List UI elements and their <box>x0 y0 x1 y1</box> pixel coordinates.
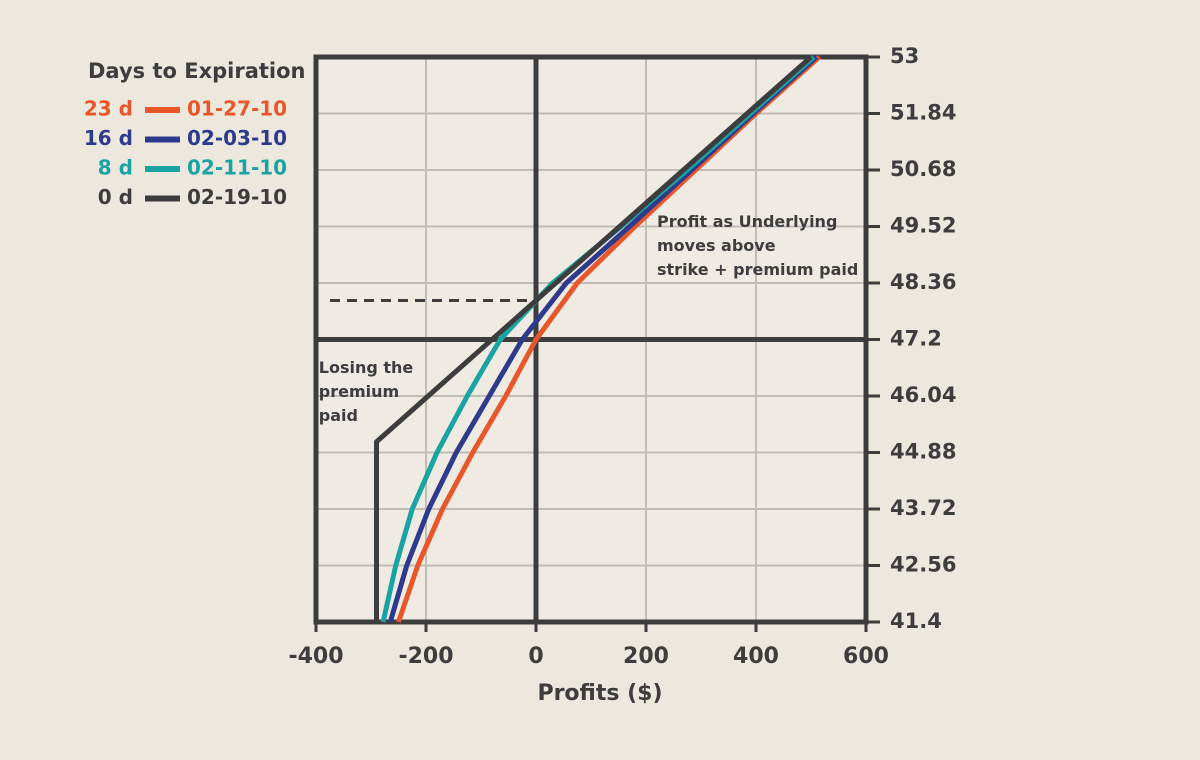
x-tick-label: 600 <box>843 644 889 669</box>
x-tick-label: 200 <box>623 644 669 669</box>
y-tick-label: 47.2 <box>890 327 942 351</box>
legend-label: 16 d <box>84 126 133 150</box>
x-tick-label: 400 <box>733 644 779 669</box>
legend-label: 23 d <box>84 97 133 121</box>
y-tick-label: 49.52 <box>890 214 956 238</box>
annotation: moves above <box>657 236 776 255</box>
series-line <box>387 55 819 623</box>
annotation: paid <box>319 406 358 425</box>
annotation: Profit as Underlying <box>657 212 837 231</box>
series-line <box>374 55 813 622</box>
y-tick-label: 46.04 <box>890 383 956 407</box>
annotation: Losing the <box>319 358 414 377</box>
annotation: premium <box>319 382 399 401</box>
legend-label: 8 d <box>98 156 133 180</box>
y-tick-label: 43.72 <box>890 496 956 520</box>
y-tick-label: 44.88 <box>890 440 956 464</box>
legend-title: Days to Expiration <box>88 59 306 83</box>
legend-date: 02-19-10 <box>187 185 287 209</box>
y-tick-label: 50.68 <box>890 157 956 181</box>
y-tick-label: 53 <box>890 44 919 68</box>
y-tick-label: 51.84 <box>890 101 956 125</box>
y-tick-label: 48.36 <box>890 270 956 294</box>
legend-date: 02-11-10 <box>187 156 287 180</box>
legend-label: 0 d <box>98 185 133 209</box>
annotation: strike + premium paid <box>657 260 858 279</box>
x-tick-label: 0 <box>528 644 543 669</box>
legend-date: 02-03-10 <box>187 126 287 150</box>
y-tick-label: 42.56 <box>890 553 956 577</box>
x-tick-label: -400 <box>288 644 343 669</box>
y-tick-label: 41.4 <box>890 609 942 633</box>
plot-frame <box>313 54 869 625</box>
x-axis-title: Profits ($) <box>537 681 662 706</box>
x-tick-label: -200 <box>398 644 453 669</box>
legend-date: 01-27-10 <box>187 97 287 121</box>
